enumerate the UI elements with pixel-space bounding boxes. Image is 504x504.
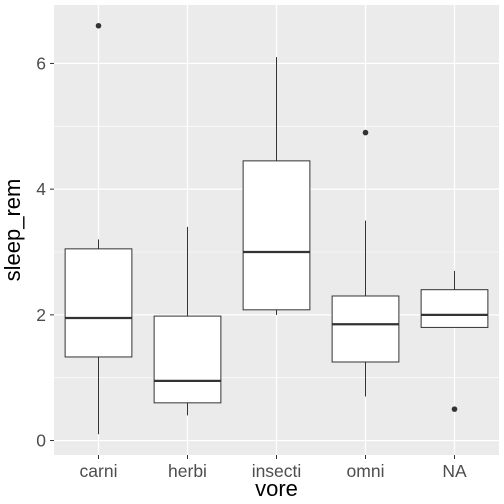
outlier-point bbox=[451, 406, 458, 412]
box-herbi bbox=[153, 226, 222, 416]
x-axis-title: vore bbox=[255, 476, 298, 501]
box-body bbox=[242, 160, 311, 311]
box-carni bbox=[64, 22, 133, 435]
y-axis-ticks: 0 2 4 6 bbox=[36, 53, 54, 451]
box-omni bbox=[331, 129, 400, 397]
outlier-point bbox=[95, 22, 102, 29]
y-tick-label: 6 bbox=[36, 53, 46, 73]
y-tick-label: 0 bbox=[36, 431, 46, 451]
x-tick-label: herbi bbox=[168, 461, 207, 481]
outlier-point bbox=[362, 129, 369, 136]
box-NA bbox=[420, 270, 489, 412]
y-tick-label: 4 bbox=[36, 179, 46, 199]
x-axis-ticks: carni herbi insecti omni NA bbox=[80, 455, 467, 481]
box-body bbox=[64, 248, 133, 358]
x-tick-label: insecti bbox=[252, 461, 302, 481]
y-axis-title: sleep_rem bbox=[0, 179, 25, 282]
y-tick-label: 2 bbox=[36, 305, 46, 325]
box-series bbox=[64, 22, 489, 435]
box-body bbox=[153, 315, 222, 404]
x-tick-label: omni bbox=[347, 461, 385, 481]
box-insecti bbox=[242, 57, 311, 315]
x-tick-label: carni bbox=[80, 461, 118, 481]
box-body bbox=[420, 289, 489, 328]
box-body bbox=[331, 295, 400, 363]
x-tick-label: NA bbox=[442, 461, 467, 481]
